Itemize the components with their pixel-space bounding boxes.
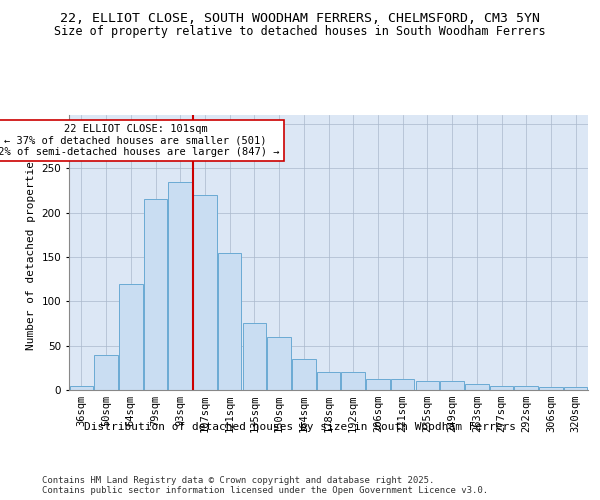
Bar	[514, 386, 538, 390]
Text: 22 ELLIOT CLOSE: 101sqm
← 37% of detached houses are smaller (501)
62% of semi-d: 22 ELLIOT CLOSE: 101sqm ← 37% of detache…	[0, 124, 280, 157]
Bar	[490, 386, 513, 390]
Text: Distribution of detached houses by size in South Woodham Ferrers: Distribution of detached houses by size …	[84, 422, 516, 432]
Bar	[169, 182, 192, 390]
Bar	[341, 372, 365, 390]
Bar	[193, 195, 217, 390]
Bar	[317, 372, 340, 390]
Bar	[564, 388, 587, 390]
Text: 22, ELLIOT CLOSE, SOUTH WOODHAM FERRERS, CHELMSFORD, CM3 5YN: 22, ELLIOT CLOSE, SOUTH WOODHAM FERRERS,…	[60, 12, 540, 26]
Bar	[366, 380, 389, 390]
Bar	[292, 359, 316, 390]
Text: Size of property relative to detached houses in South Woodham Ferrers: Size of property relative to detached ho…	[54, 25, 546, 38]
Bar	[70, 386, 93, 390]
Text: Contains HM Land Registry data © Crown copyright and database right 2025.
Contai: Contains HM Land Registry data © Crown c…	[42, 476, 488, 495]
Bar	[119, 284, 143, 390]
Bar	[268, 337, 291, 390]
Bar	[218, 252, 241, 390]
Bar	[242, 324, 266, 390]
Bar	[440, 381, 464, 390]
Bar	[465, 384, 488, 390]
Bar	[539, 388, 563, 390]
Bar	[391, 380, 415, 390]
Y-axis label: Number of detached properties: Number of detached properties	[26, 154, 36, 350]
Bar	[94, 354, 118, 390]
Bar	[416, 381, 439, 390]
Bar	[144, 200, 167, 390]
